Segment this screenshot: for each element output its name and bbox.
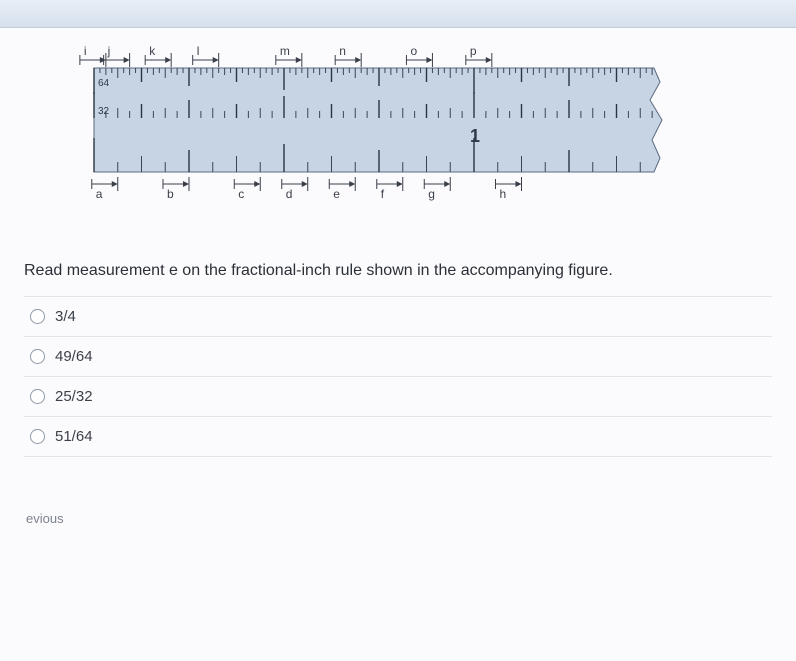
ruler-svg: 64 32 1 i j k l m n o p a b c d e f g h (24, 44, 724, 244)
radio-icon[interactable] (30, 309, 45, 324)
radio-icon[interactable] (30, 349, 45, 364)
option-label: 25/32 (55, 388, 93, 405)
option-row[interactable]: 3/4 (24, 296, 772, 336)
svg-text:c: c (238, 187, 244, 201)
svg-text:b: b (167, 187, 174, 201)
svg-text:e: e (333, 187, 340, 201)
radio-icon[interactable] (30, 429, 45, 444)
svg-text:l: l (197, 44, 200, 58)
option-label: 3/4 (55, 308, 76, 325)
option-label: 49/64 (55, 348, 93, 365)
svg-text:o: o (410, 44, 417, 58)
page-header-band (0, 0, 796, 28)
question-text: Read measurement e on the fractional-inc… (24, 262, 772, 280)
option-row[interactable]: 25/32 (24, 376, 772, 416)
previous-button[interactable]: evious (24, 505, 772, 532)
svg-text:p: p (470, 44, 477, 58)
svg-text:i: i (84, 44, 87, 58)
options-list: 3/4 49/64 25/32 51/64 (24, 296, 772, 457)
svg-text:m: m (280, 44, 290, 58)
svg-text:j: j (107, 44, 111, 58)
radio-icon[interactable] (30, 389, 45, 404)
svg-text:n: n (339, 44, 346, 58)
option-label: 51/64 (55, 428, 93, 445)
svg-text:32: 32 (98, 106, 110, 117)
svg-text:h: h (500, 187, 507, 201)
ruler-figure: 64 32 1 i j k l m n o p a b c d e f g h (24, 44, 772, 244)
svg-text:1: 1 (470, 126, 480, 146)
svg-text:f: f (381, 187, 385, 201)
question-page: 64 32 1 i j k l m n o p a b c d e f g h Read measurement e… (0, 28, 796, 661)
svg-text:k: k (149, 44, 156, 58)
svg-text:a: a (96, 187, 103, 201)
option-row[interactable]: 49/64 (24, 336, 772, 376)
option-row[interactable]: 51/64 (24, 416, 772, 457)
svg-text:d: d (286, 187, 293, 201)
svg-text:g: g (428, 187, 435, 201)
svg-text:64: 64 (98, 78, 110, 89)
